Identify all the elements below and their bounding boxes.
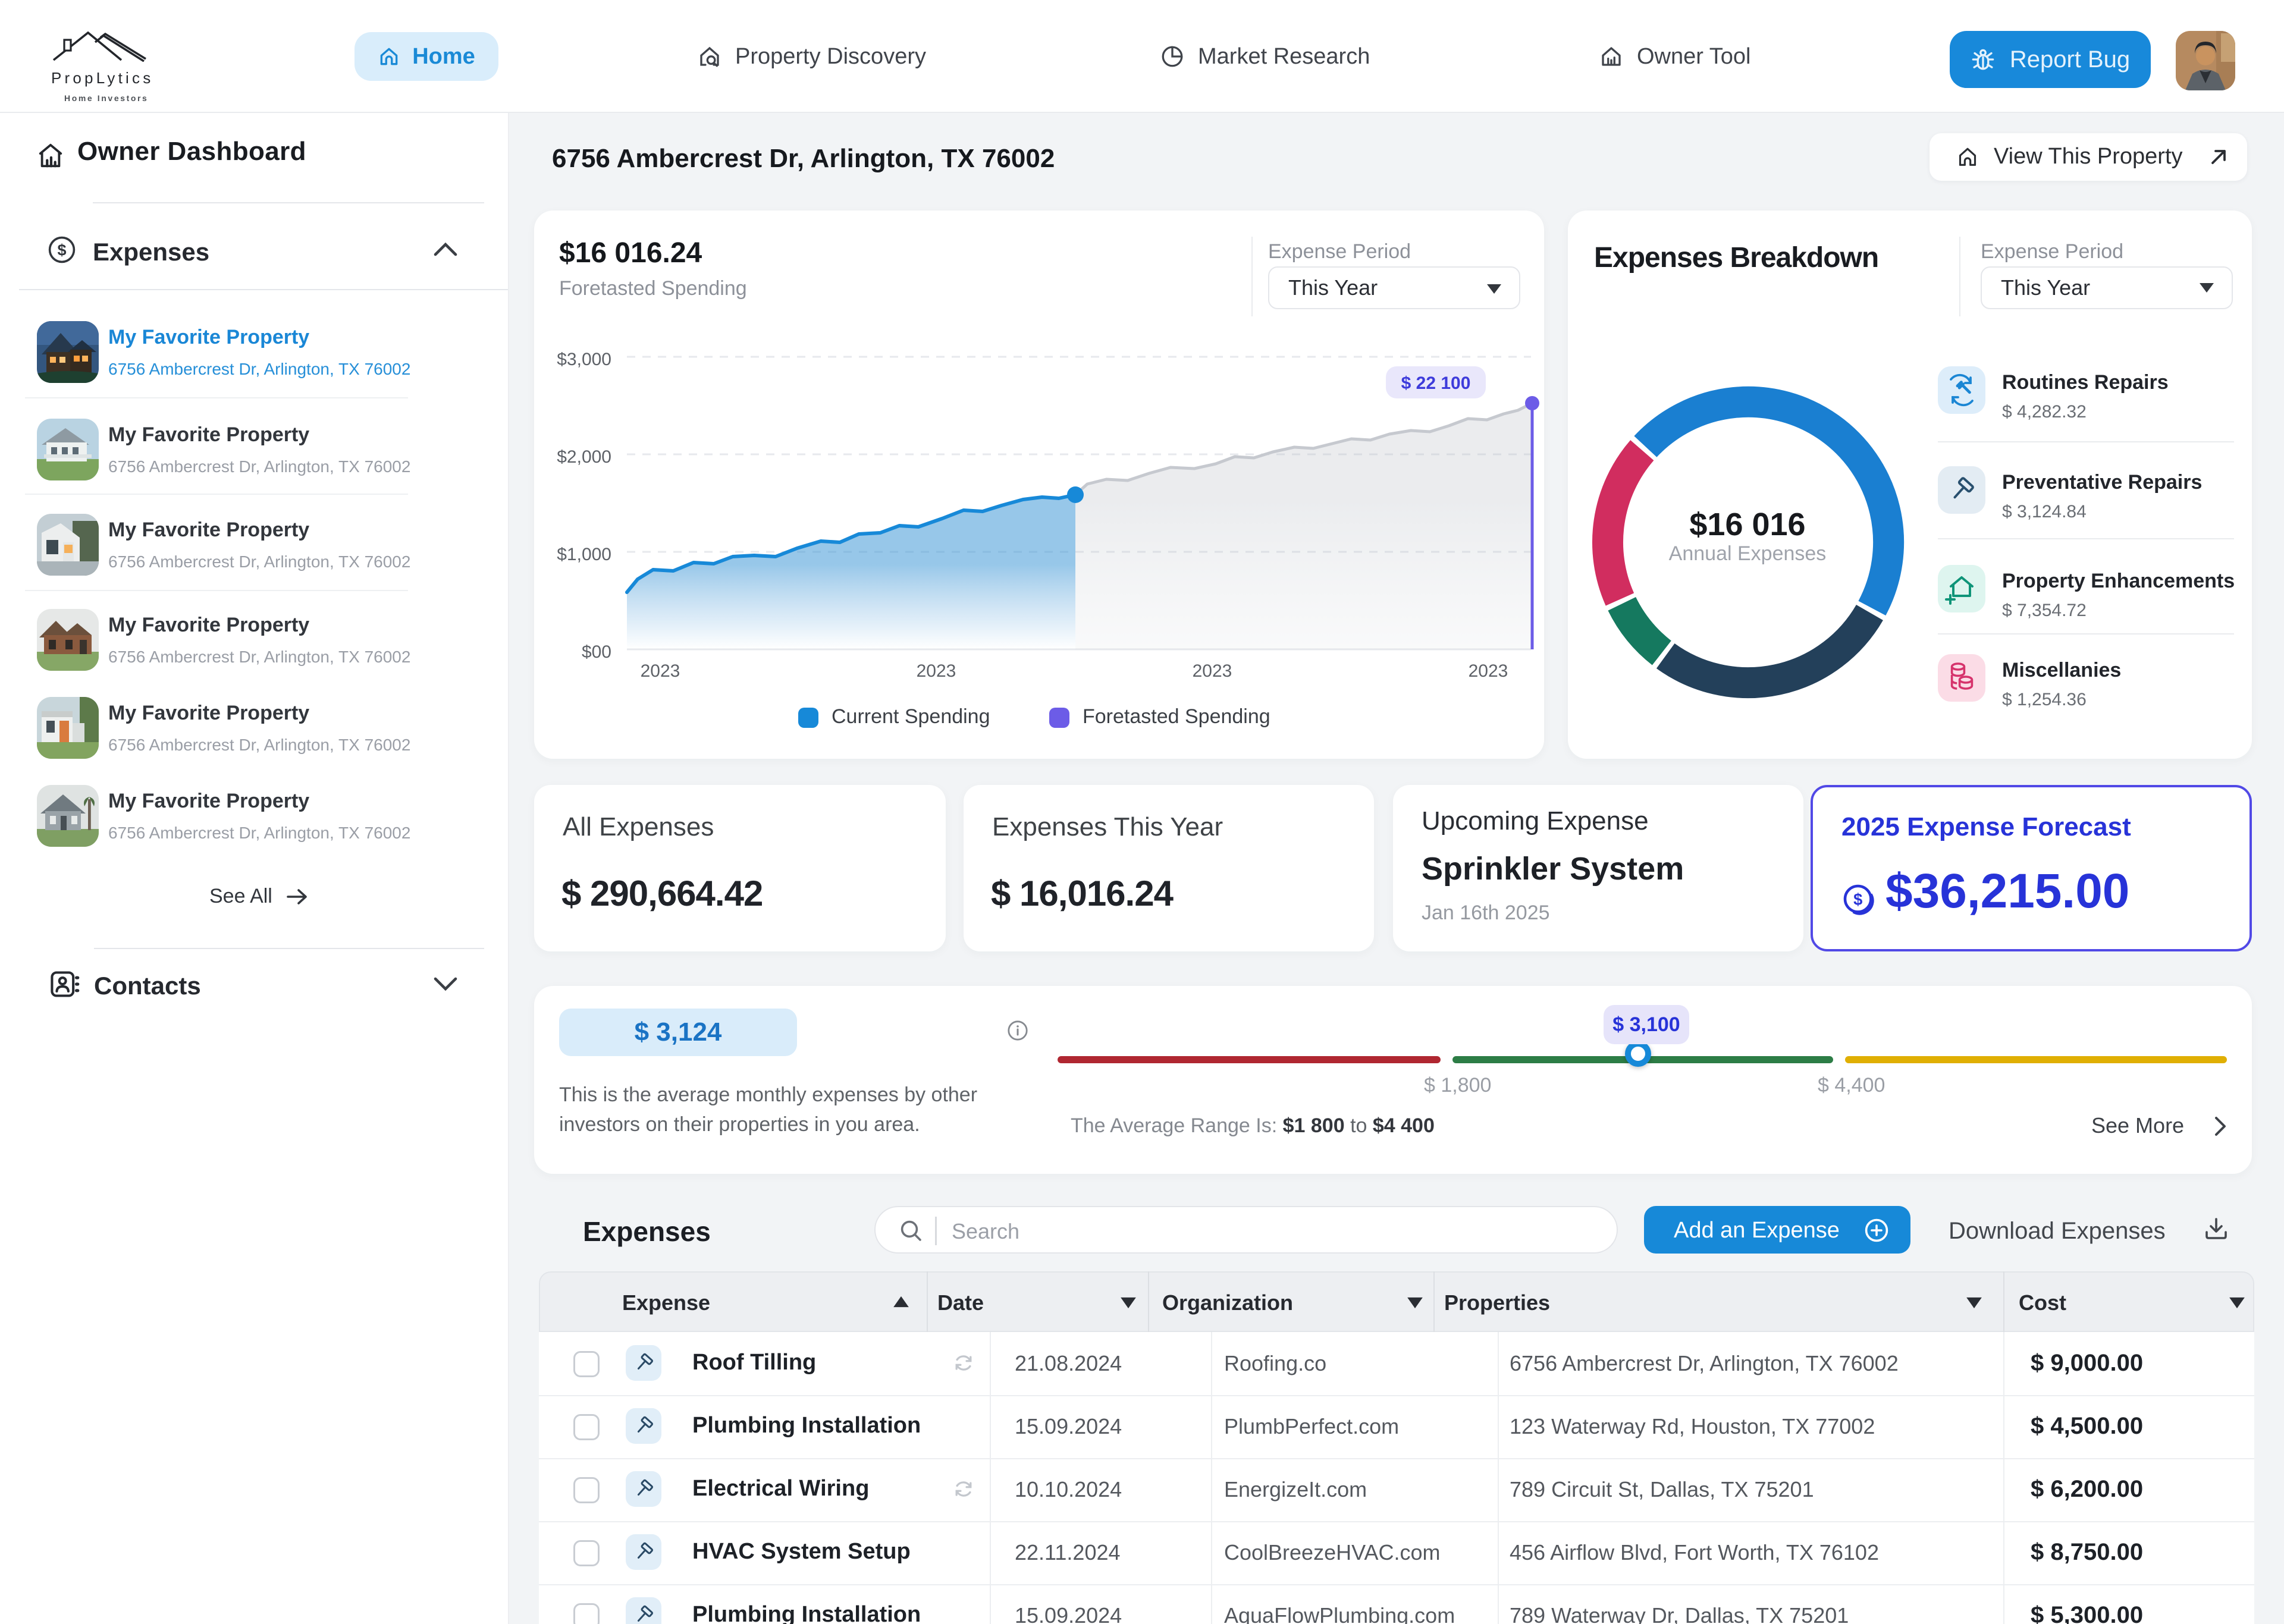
svg-text:Preventative Repairs: Preventative Repairs — [2002, 471, 2202, 494]
svg-text:Foretasted Spending: Foretasted Spending — [1083, 705, 1270, 728]
svg-text:$ 3,124.84: $ 3,124.84 — [2002, 502, 2087, 522]
svg-text:$ 1,254.36: $ 1,254.36 — [2002, 690, 2087, 709]
svg-text:$2,000: $2,000 — [557, 447, 611, 467]
svg-text:Property Enhancements: Property Enhancements — [2002, 570, 2235, 592]
svg-text:$ 22 100: $ 22 100 — [1401, 373, 1471, 393]
svg-text:$3,000: $3,000 — [557, 350, 611, 369]
svg-text:Routines Repairs: Routines Repairs — [2002, 371, 2169, 394]
svg-text:$1,000: $1,000 — [557, 545, 611, 564]
svg-text:$: $ — [1853, 890, 1862, 909]
svg-text:$ 7,354.72: $ 7,354.72 — [2002, 601, 2087, 620]
svg-text:Current Spending: Current Spending — [832, 705, 990, 728]
svg-text:$16 016: $16 016 — [1689, 507, 1805, 542]
svg-text:Annual Expenses: Annual Expenses — [1669, 542, 1827, 565]
svg-text:2023: 2023 — [917, 661, 956, 681]
svg-text:2023: 2023 — [641, 661, 680, 681]
svg-text:2023: 2023 — [1469, 661, 1508, 681]
svg-text:2023: 2023 — [1193, 661, 1232, 681]
svg-text:$00: $00 — [582, 642, 611, 662]
svg-text:$ 4,282.32: $ 4,282.32 — [2002, 402, 2087, 422]
svg-text:Miscellanies: Miscellanies — [2002, 659, 2121, 681]
svg-text:$: $ — [57, 241, 66, 259]
